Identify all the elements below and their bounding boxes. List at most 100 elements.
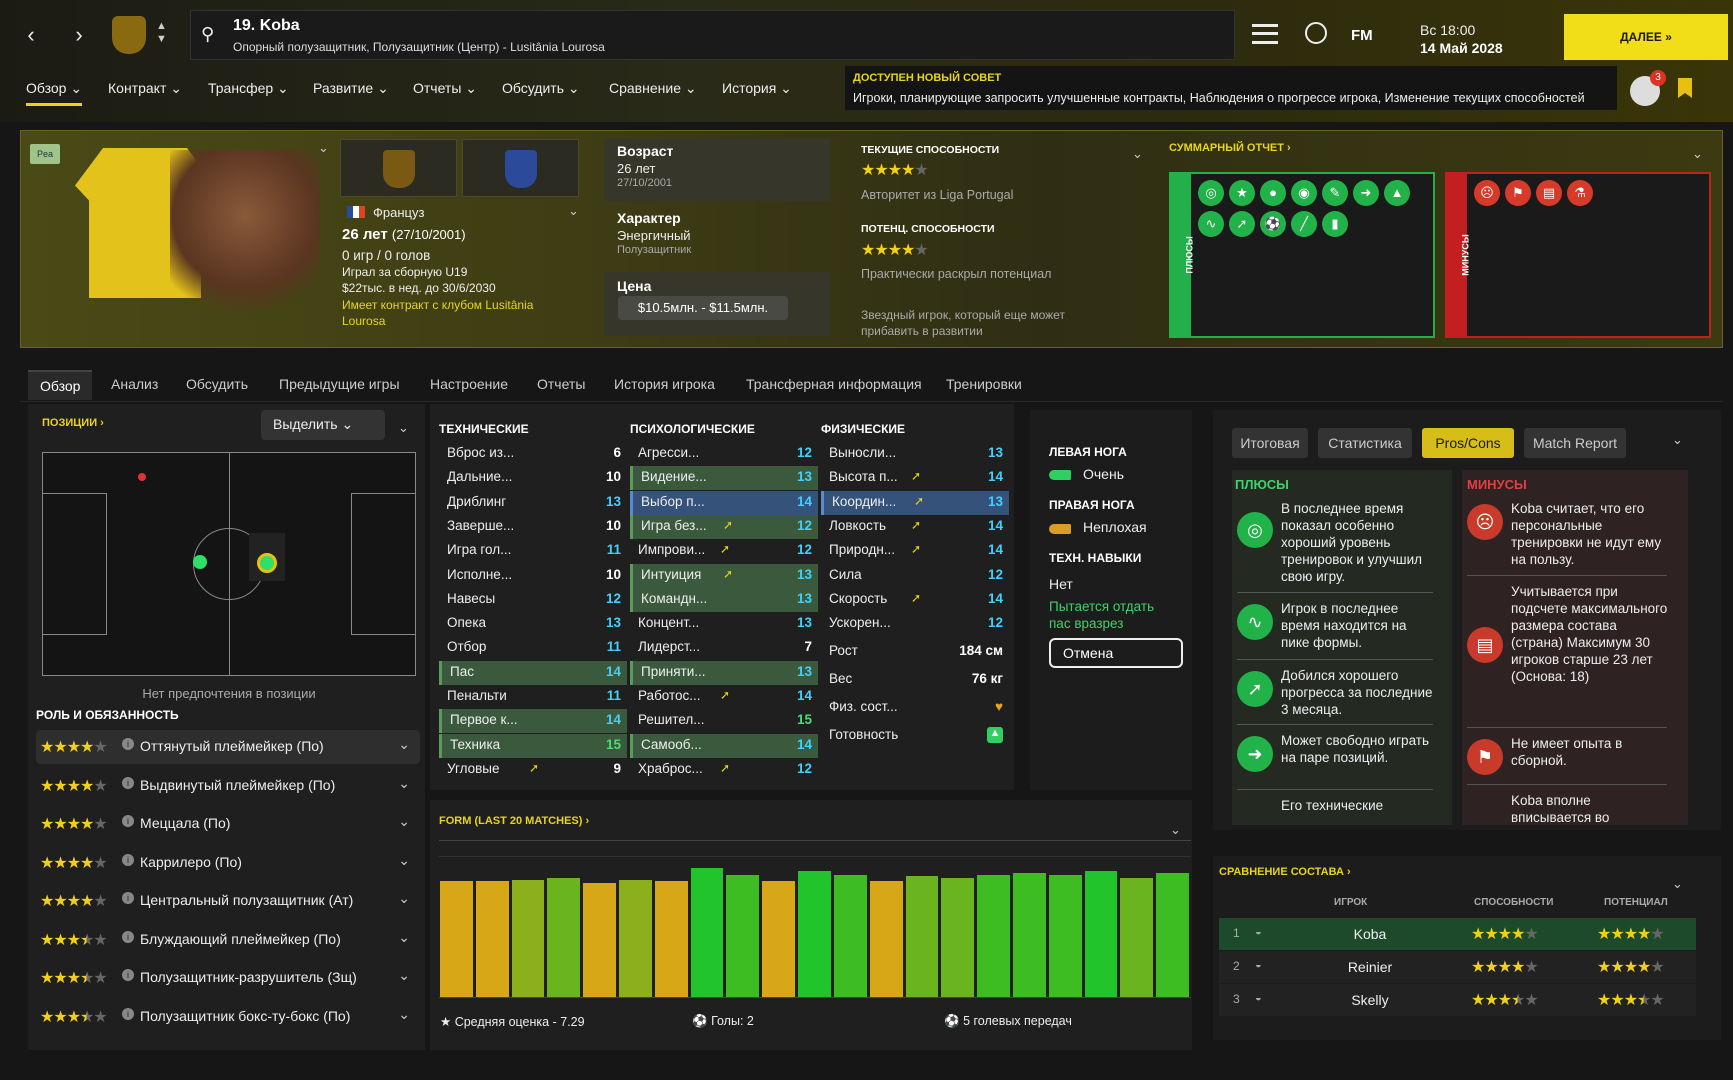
- con-trait-icon[interactable]: ☹: [1474, 180, 1500, 206]
- squad-row[interactable]: 3 ◒ Skelly ★★★★★ ★★★★★: [1219, 984, 1696, 1016]
- form-bar[interactable]: [440, 881, 473, 997]
- pro-trait-icon[interactable]: ✎: [1322, 180, 1348, 206]
- form-bar[interactable]: [690, 867, 724, 997]
- form-bar[interactable]: [1084, 871, 1118, 997]
- form-bar[interactable]: [583, 883, 617, 997]
- pro-trait-icon[interactable]: ➜: [1353, 180, 1379, 206]
- cancel-button[interactable]: Отмена: [1049, 638, 1183, 668]
- hamburger-icon[interactable]: [1252, 24, 1278, 44]
- tab-statistics[interactable]: Статистика: [1318, 428, 1412, 458]
- price-value[interactable]: $10.5млн. - $11.5млн.: [618, 296, 788, 320]
- tab-player-history[interactable]: История игрока: [614, 376, 715, 392]
- attribute-row[interactable]: Заверше... 10: [447, 517, 621, 533]
- national-badge-card[interactable]: [462, 139, 579, 197]
- search-box[interactable]: [190, 10, 1235, 60]
- fm-logo[interactable]: FM: [1351, 27, 1373, 44]
- form-bar[interactable]: [547, 878, 581, 997]
- attribute-row[interactable]: Импрови... ➚ 12: [638, 542, 812, 558]
- attribute-row[interactable]: Исполне... 10: [447, 566, 621, 582]
- attribute-row[interactable]: Решител... 15: [638, 712, 812, 728]
- pro-trait-icon[interactable]: ⚽: [1260, 211, 1286, 237]
- attribute-row[interactable]: Пас 14: [439, 660, 627, 685]
- attribute-row[interactable]: Ускорен... 12: [829, 615, 1003, 631]
- advice-banner[interactable]: ДОСТУПЕН НОВЫЙ СОВЕТ Игроки, планирующие…: [845, 66, 1617, 110]
- highlight-select[interactable]: Выделить ⌄: [261, 410, 385, 440]
- role-row[interactable]: ★★★★★ i Полузащитник бокс-ту-бокс (По) ⌄: [36, 1000, 420, 1034]
- tab-overview[interactable]: Обзор: [28, 370, 93, 400]
- attribute-row[interactable]: Лидерст... 7: [638, 639, 812, 655]
- tab-transfer-info[interactable]: Трансферная информация: [746, 376, 922, 392]
- attribute-row[interactable]: Командн... 13: [630, 587, 818, 612]
- form-bar[interactable]: [833, 874, 867, 997]
- pro-trait-icon[interactable]: ▲: [1384, 180, 1410, 206]
- role-row[interactable]: ★★★★★ i Полузащитник-разрушитель (Зщ) ⌄: [36, 961, 420, 995]
- continue-button[interactable]: ДАЛЕЕ »: [1564, 14, 1728, 60]
- summary-chevron-icon[interactable]: ⌄: [1692, 146, 1703, 161]
- form-bar[interactable]: [619, 879, 652, 997]
- attribute-row[interactable]: Коорди­н... ➚ 13: [821, 490, 1009, 515]
- squad-chevron-icon[interactable]: ⌄: [1672, 876, 1683, 891]
- form-chevron-icon[interactable]: ⌄: [1170, 822, 1181, 837]
- squad-link[interactable]: СРАВНЕНИЕ СОСТАВА ›: [1219, 866, 1351, 878]
- attribute-row[interactable]: Игра без... ➚ 12: [630, 514, 818, 539]
- ability-chevron-icon[interactable]: ⌄: [1132, 146, 1143, 161]
- attribute-row[interactable]: Сила 12: [829, 566, 1003, 582]
- pro-trait-icon[interactable]: ➚: [1229, 211, 1255, 237]
- pro-trait-icon[interactable]: ◎: [1198, 180, 1224, 206]
- tab-summary[interactable]: Итоговая: [1232, 428, 1308, 458]
- attribute-row[interactable]: Пенальти 11: [447, 688, 621, 703]
- attribute-row[interactable]: Выносли... 13: [829, 445, 1003, 460]
- attribute-row[interactable]: Отбор 11: [447, 639, 621, 655]
- pro-trait-icon[interactable]: ●: [1260, 180, 1286, 206]
- back-arrow-icon[interactable]: ‹: [27, 22, 35, 47]
- con-trait-icon[interactable]: ▤: [1536, 180, 1562, 206]
- form-bar[interactable]: [654, 881, 688, 997]
- menu-transfer[interactable]: Трансфер ⌄: [208, 80, 289, 96]
- form-bar[interactable]: [977, 874, 1010, 997]
- tab-training[interactable]: Тренировки: [946, 376, 1022, 392]
- menu-development[interactable]: Развитие ⌄: [313, 80, 389, 96]
- form-bar[interactable]: [798, 871, 831, 997]
- positions-chevron-icon[interactable]: ⌄: [398, 420, 409, 435]
- tab-reports[interactable]: Отчеты: [537, 376, 586, 392]
- globe-icon[interactable]: [1305, 22, 1327, 44]
- tab-pros-cons[interactable]: Pros/Cons: [1422, 428, 1514, 458]
- attribute-row[interactable]: Работос... ➚ 14: [638, 688, 812, 703]
- attribute-row[interactable]: Дальние... 10: [447, 469, 621, 485]
- attribute-row[interactable]: Ловкость ➚ 14: [829, 517, 1003, 533]
- tab-previous-matches[interactable]: Предыдущие игры: [279, 376, 400, 392]
- menu-reports[interactable]: Отчеты ⌄: [413, 80, 478, 96]
- attribute-row[interactable]: Вброс из... 6: [447, 445, 621, 460]
- squad-row[interactable]: 2 ◒ Reinier ★★★★★ ★★★★★: [1219, 951, 1696, 983]
- club-switch-icon[interactable]: ▲ ▼: [156, 20, 167, 45]
- attribute-row[interactable]: Навесы 12: [447, 590, 621, 606]
- attribute-row[interactable]: Самооб... 14: [630, 733, 818, 758]
- form-bar[interactable]: [1156, 872, 1189, 997]
- tab-discuss[interactable]: Обсудить: [186, 376, 248, 392]
- pro-trait-icon[interactable]: ∿: [1198, 211, 1224, 237]
- form-bar[interactable]: [905, 876, 939, 997]
- bookmark-icon[interactable]: [1678, 78, 1692, 98]
- attribute-row[interactable]: Приняти... 13: [630, 660, 818, 685]
- menu-discuss[interactable]: Обсудить ⌄: [502, 80, 580, 96]
- attribute-row[interactable]: Видение... 13: [630, 466, 818, 491]
- attribute-row[interactable]: Первое к... 14: [439, 709, 627, 734]
- role-row[interactable]: ★★★★★ i Каррилеро (По) ⌄: [36, 846, 420, 880]
- form-bar[interactable]: [941, 878, 975, 997]
- photo-options-chevron-icon[interactable]: ⌄: [318, 140, 329, 155]
- form-bar[interactable]: [1048, 874, 1082, 997]
- attribute-row[interactable]: Дриблинг 13: [447, 493, 621, 509]
- search-icon[interactable]: ⚲: [201, 24, 215, 44]
- form-bar[interactable]: [511, 879, 545, 997]
- attribute-row[interactable]: Концент... 13: [638, 615, 812, 631]
- attribute-row[interactable]: Природн... ➚ 14: [829, 542, 1003, 558]
- pro-trait-icon[interactable]: ▮: [1322, 211, 1348, 237]
- contract-link[interactable]: Имеет контракт с клубом Lusitânia Louros…: [342, 298, 534, 328]
- form-bar[interactable]: [1120, 878, 1154, 997]
- pro-trait-icon[interactable]: ╱: [1291, 211, 1317, 237]
- club-crest-icon[interactable]: [112, 16, 146, 54]
- squad-row[interactable]: 1 ◒ Koba ★★★★★ ★★★★★: [1219, 918, 1696, 950]
- form-bar[interactable]: [762, 881, 796, 997]
- attribute-row[interactable]: Высота п... ➚ 14: [829, 469, 1003, 485]
- proscons-chevron-icon[interactable]: ⌄: [1672, 432, 1683, 447]
